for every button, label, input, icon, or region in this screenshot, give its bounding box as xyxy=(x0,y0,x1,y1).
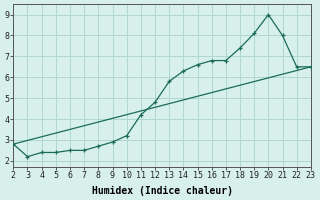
X-axis label: Humidex (Indice chaleur): Humidex (Indice chaleur) xyxy=(92,186,233,196)
